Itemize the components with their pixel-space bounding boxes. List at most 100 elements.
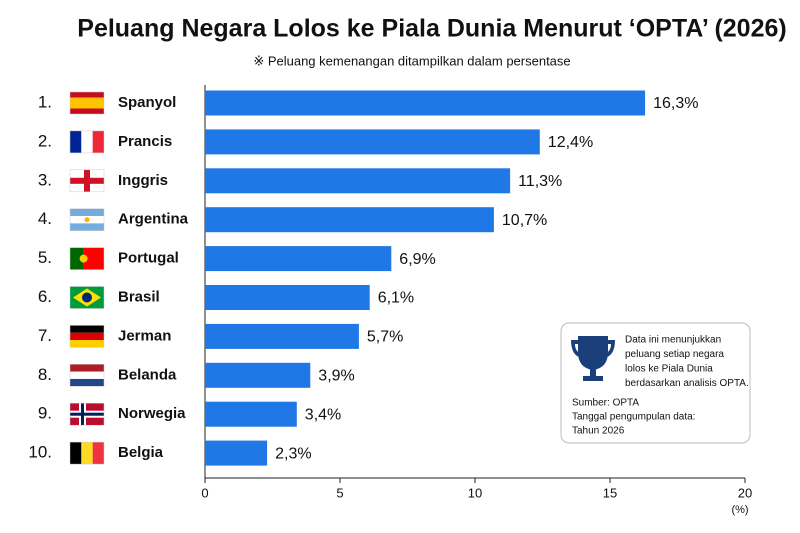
x-tick-label: 15 xyxy=(603,485,617,500)
flag-icon xyxy=(69,286,105,309)
flag-part xyxy=(70,364,104,372)
flag-icon xyxy=(69,91,105,115)
flag-border xyxy=(69,247,105,270)
y-tick-label: Belgia xyxy=(118,444,164,461)
flag-part xyxy=(70,378,104,387)
rank-label: 4. xyxy=(38,209,52,228)
note-text: berdasarkan analisis OPTA. xyxy=(625,378,749,389)
rank-label: 3. xyxy=(38,170,52,189)
value-label: 16,3% xyxy=(653,95,698,112)
y-tick-label: Inggris xyxy=(118,172,168,189)
bar xyxy=(205,129,540,155)
y-tick-label: Belanda xyxy=(118,366,177,383)
rank-label: 6. xyxy=(38,287,52,306)
flag-part xyxy=(70,340,104,348)
note-source: Tanggal pengumpulan data: xyxy=(572,412,695,423)
flag-border xyxy=(69,169,105,193)
value-label: 11,3% xyxy=(518,173,562,190)
flag-icon xyxy=(69,208,105,231)
bar xyxy=(205,168,511,194)
bar xyxy=(205,362,311,388)
value-label: 6,9% xyxy=(399,251,435,268)
flag-border xyxy=(69,130,105,154)
y-tick-label: Brasil xyxy=(118,288,160,305)
flag-part xyxy=(70,177,104,184)
flag-border xyxy=(69,364,105,387)
bar xyxy=(205,401,297,427)
flag-icon xyxy=(69,169,105,193)
trophy-icon xyxy=(571,336,615,381)
bar xyxy=(205,246,392,272)
note-text: lolos ke Piala Dunia xyxy=(625,364,713,375)
y-tick-label: Argentina xyxy=(118,211,189,228)
flag-part xyxy=(84,217,90,223)
flag-part xyxy=(92,130,104,153)
y-tick-label: Spanyol xyxy=(118,94,176,111)
flag-part xyxy=(92,442,104,465)
flag-part xyxy=(79,254,88,263)
chart-subtitle: ※ Peluang kemenangan ditampilkan dalam p… xyxy=(253,53,570,68)
bar xyxy=(205,440,268,466)
flag-part xyxy=(70,325,104,333)
rank-label: 7. xyxy=(38,326,52,345)
rank-label: 10. xyxy=(28,443,52,462)
flag-part xyxy=(70,412,104,416)
value-label: 2,3% xyxy=(275,445,311,462)
x-tick-label: 20 xyxy=(738,485,752,500)
x-tick-label: 5 xyxy=(336,485,343,500)
flag-icon xyxy=(69,325,105,348)
flag-part xyxy=(70,108,104,114)
y-tick-label: Prancis xyxy=(118,133,172,150)
flag-icon xyxy=(69,247,105,270)
rank-label: 1. xyxy=(38,92,52,111)
note-source: Tahun 2026 xyxy=(572,426,625,437)
bar xyxy=(205,323,359,349)
flag-part xyxy=(82,292,92,303)
flag-part xyxy=(70,208,104,217)
value-label: 3,4% xyxy=(305,406,341,423)
rank-label: 9. xyxy=(38,404,52,423)
x-tick-label: 0 xyxy=(201,485,208,500)
flag-part xyxy=(70,92,104,98)
flag-part xyxy=(70,97,104,109)
flag-border xyxy=(69,325,105,348)
value-label: 5,7% xyxy=(367,329,403,346)
rank-label: 5. xyxy=(38,248,52,267)
y-tick-label: Portugal xyxy=(118,250,179,267)
note-source: Sumber: OPTA xyxy=(572,398,639,409)
y-tick-label: Jerman xyxy=(118,327,171,344)
flag-icon xyxy=(69,402,105,426)
flag-border xyxy=(69,441,105,465)
flag-part xyxy=(81,442,93,465)
bar xyxy=(205,285,370,310)
x-axis-label: (%) xyxy=(731,504,748,516)
flag-icon xyxy=(69,130,105,154)
flag-border xyxy=(69,286,105,309)
value-label: 10,7% xyxy=(502,212,547,229)
value-label: 6,1% xyxy=(378,290,414,307)
value-label: 3,9% xyxy=(318,368,354,385)
flag-part xyxy=(70,442,82,465)
flag-part xyxy=(81,130,93,153)
bar xyxy=(205,90,646,116)
rank-label: 2. xyxy=(38,131,52,150)
flag-icon xyxy=(69,441,105,465)
x-tick-label: 10 xyxy=(468,485,482,500)
bar xyxy=(205,207,494,233)
flag-part xyxy=(70,371,104,379)
chart-title: Peluang Negara Lolos ke Piala Dunia Menu… xyxy=(77,15,786,43)
flag-part xyxy=(70,247,84,270)
note-text: Data ini menunjukkan xyxy=(625,335,721,346)
flag-border xyxy=(69,402,105,426)
flag-part xyxy=(70,332,104,341)
flag-border xyxy=(69,208,105,231)
note-text: peluang setiap negara xyxy=(625,349,724,360)
flag-border xyxy=(69,91,105,115)
flag-part xyxy=(83,247,104,270)
value-label: 12,4% xyxy=(548,134,593,151)
flag-part xyxy=(70,130,82,153)
y-tick-label: Norwegia xyxy=(118,405,186,422)
flag-icon xyxy=(69,364,105,387)
